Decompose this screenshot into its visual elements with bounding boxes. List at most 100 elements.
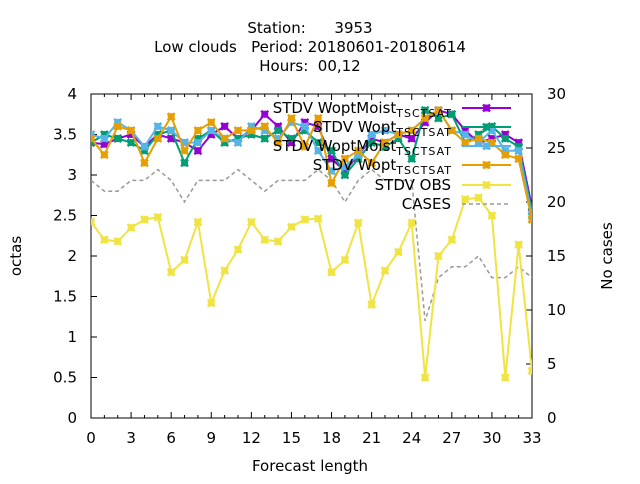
y-tick-label: 0.5 xyxy=(53,369,77,387)
series-2-point-27 xyxy=(447,109,457,119)
series-4-point-1 xyxy=(99,150,109,160)
series-5-point-29 xyxy=(474,193,483,203)
series-2-point-26 xyxy=(434,113,443,123)
series-4-point-22 xyxy=(380,138,390,147)
series-3-point-4 xyxy=(140,142,149,152)
series-5-point-19 xyxy=(340,255,350,265)
series-5-point-13 xyxy=(260,235,270,245)
series-5-point-12 xyxy=(246,217,256,227)
series-1 xyxy=(91,105,532,212)
y2-tick-label: 10 xyxy=(547,301,566,319)
series-4-point-24 xyxy=(407,126,417,135)
series-2-point-14 xyxy=(273,126,283,135)
series-3-point-16 xyxy=(300,122,310,131)
series-1-point-8 xyxy=(193,146,203,156)
series-4-point-12 xyxy=(246,126,256,135)
y-tick-label: 3 xyxy=(67,166,77,184)
title-line-2: Low clouds Period: 20180601-20180614 xyxy=(154,38,466,56)
series-4-line xyxy=(91,108,532,220)
series-5-point-2 xyxy=(113,237,123,246)
series-4-point-11 xyxy=(233,126,243,135)
series-2-point-2 xyxy=(113,134,123,143)
series-5-point-1 xyxy=(99,235,109,245)
legend-entry-4: STDV WoptTSCTSAT xyxy=(313,156,511,177)
series-2-point-21 xyxy=(367,138,377,147)
series-4-point-4 xyxy=(140,158,149,168)
series-3-point-21 xyxy=(367,130,377,139)
series-4-point-5 xyxy=(153,134,163,143)
series-2-point-18 xyxy=(327,146,336,156)
y2-tick-label: 20 xyxy=(547,193,566,211)
legend-label-4: STDV WoptTSCTSAT xyxy=(313,156,452,177)
series-4-point-28 xyxy=(460,138,470,147)
legend-entry-3: STDV WoptMoistTSCTSAT xyxy=(273,137,511,158)
series-4-point-31 xyxy=(500,150,510,160)
series-4-point-33 xyxy=(527,215,532,224)
legend-entry-1: STDV WoptMoistTSCTSAT xyxy=(273,99,511,120)
series-5-point-16 xyxy=(300,215,310,224)
series-4-point-27 xyxy=(447,126,457,135)
series-5-point-18 xyxy=(327,267,336,277)
series-5-point-5 xyxy=(153,212,163,222)
series-5-point-8 xyxy=(193,217,203,227)
series-2-point-15 xyxy=(287,134,296,143)
series-5-point-23 xyxy=(393,247,403,257)
series-5-point-31 xyxy=(500,373,510,382)
series-3-point-5 xyxy=(153,122,163,131)
y-tick-label: 4 xyxy=(67,85,77,103)
series-4-point-17 xyxy=(313,113,323,123)
series-2-point-7 xyxy=(180,158,189,168)
series-4-point-20 xyxy=(353,146,363,156)
x-tick-label: 27 xyxy=(442,429,461,447)
series-4-point-15 xyxy=(287,113,296,123)
series-5-point-10 xyxy=(220,266,230,275)
title-line-3: Hours: 00,12 xyxy=(259,57,360,75)
x-axis-label: Forecast length xyxy=(252,457,368,475)
x-tick-label: 9 xyxy=(206,429,216,447)
series-4-point-9 xyxy=(206,117,216,127)
legend-entry-2: STDV WoptTSCTSAT xyxy=(313,118,511,139)
series-2-point-19 xyxy=(340,170,350,180)
y-tick-label: 0 xyxy=(67,409,77,427)
x-tick-label: 24 xyxy=(402,429,421,447)
series-5-point-17 xyxy=(313,214,323,224)
series-4 xyxy=(91,105,532,224)
series-5-point-22 xyxy=(380,266,390,275)
series-3-point-28 xyxy=(460,130,470,139)
series-2-point-31 xyxy=(500,134,510,143)
series-4-point-8 xyxy=(193,126,203,135)
series-4-point-18 xyxy=(327,178,336,188)
y-axis-label: octas xyxy=(7,236,25,276)
y-tick-label: 3.5 xyxy=(53,126,77,144)
series-4-point-10 xyxy=(220,134,230,143)
series-5-point-14 xyxy=(273,237,283,246)
series-4-point-16 xyxy=(300,142,310,152)
series-3-point-9 xyxy=(206,126,216,135)
series-1-point-13 xyxy=(260,109,270,119)
y2-tick-label: 30 xyxy=(547,85,566,103)
series-5-point-21 xyxy=(367,300,377,309)
title-line-1: Station: 3953 xyxy=(247,19,372,37)
series-6-line xyxy=(91,168,532,322)
series-2-point-25 xyxy=(420,105,430,115)
series-5-point-32 xyxy=(514,240,524,250)
series-3-point-1 xyxy=(99,134,109,143)
y2-tick-label: 25 xyxy=(547,139,566,157)
x-tick-label: 12 xyxy=(242,429,261,447)
series-4-point-25 xyxy=(420,113,430,123)
series-5-point-30 xyxy=(487,211,497,220)
x-tick-label: 3 xyxy=(126,429,136,447)
legend-label-5: STDV OBS xyxy=(375,176,451,194)
legend-label-6: CASES xyxy=(402,195,451,213)
x-tick-label: 0 xyxy=(86,429,96,447)
series-5-point-6 xyxy=(166,267,176,277)
series-3-point-32 xyxy=(514,146,524,156)
x-tick-label: 21 xyxy=(362,429,381,447)
series-1-point-24 xyxy=(407,134,417,143)
series-5-point-0 xyxy=(91,217,96,227)
series-5-point-28 xyxy=(460,194,470,204)
y-tick-label: 2.5 xyxy=(53,207,77,225)
series-4-point-2 xyxy=(113,122,123,131)
x-tick-label: 15 xyxy=(282,429,301,447)
